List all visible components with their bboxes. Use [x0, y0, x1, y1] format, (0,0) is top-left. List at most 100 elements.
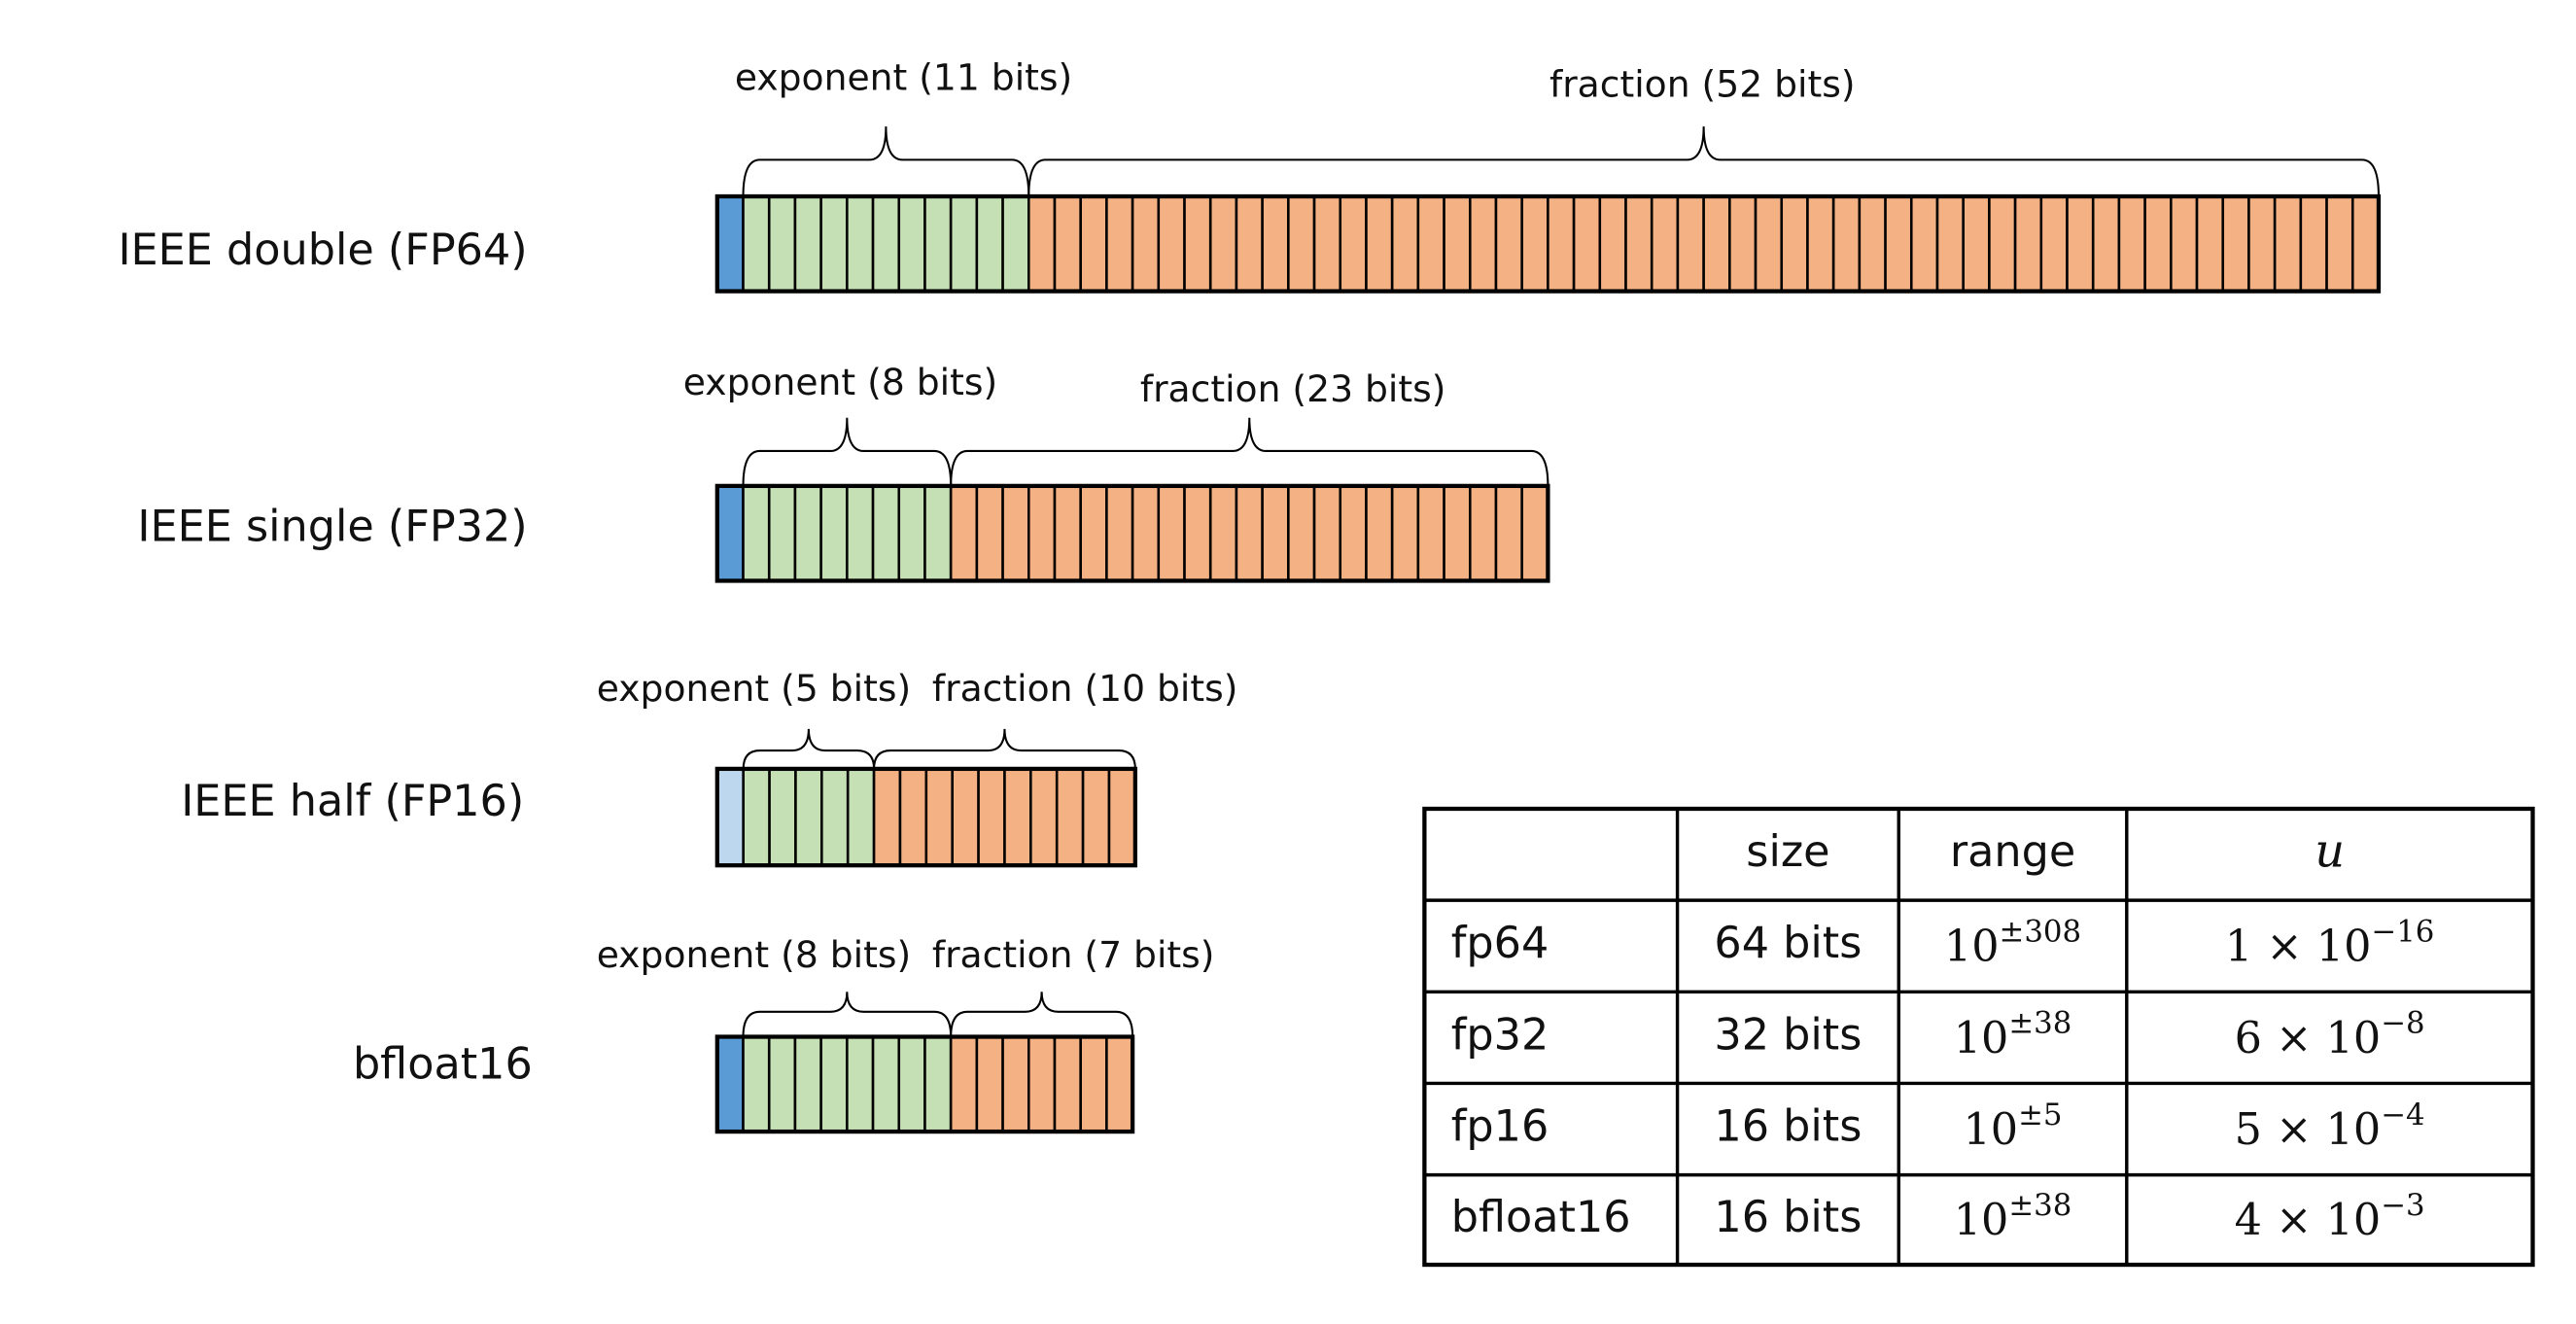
exponent-bit	[846, 194, 875, 293]
fraction-bit	[1105, 194, 1134, 293]
fraction-bit	[977, 767, 1006, 867]
bit-border	[714, 483, 1550, 583]
fraction-bit	[1547, 194, 1576, 293]
fraction-bit	[1157, 484, 1186, 582]
fraction-bit	[924, 767, 954, 867]
bit-border	[714, 193, 2382, 294]
fraction-bit	[1416, 194, 1445, 293]
fraction-bit	[1935, 194, 1965, 293]
exponent-bit	[768, 767, 797, 867]
exponent-bit	[846, 1035, 875, 1133]
table-header: size	[1746, 827, 1829, 877]
exponent-bit	[923, 484, 953, 582]
range-exp: ±5	[2018, 1097, 2062, 1132]
fraction-bit	[2350, 194, 2381, 293]
exponent-bit	[742, 484, 771, 582]
range-cell: 10±38	[1954, 1005, 2072, 1063]
fraction-bit	[1806, 194, 1835, 293]
fraction-label: fraction (23 bits)	[1140, 367, 1446, 410]
fraction-bit	[1261, 484, 1290, 582]
fraction-bit	[1520, 484, 1549, 582]
fraction-bit	[1053, 1035, 1082, 1133]
range-base: 10	[1964, 1104, 2019, 1154]
exponent-bit	[846, 767, 876, 867]
fraction-brace	[950, 992, 1134, 1037]
u-cell: 1 × 10−16	[2225, 914, 2435, 971]
fraction-bit	[2195, 194, 2225, 293]
range-base: 10	[1954, 1196, 2009, 1245]
fraction-brace	[873, 728, 1136, 769]
format-label: IEEE half (FP16)	[181, 777, 524, 826]
format-label: IEEE double (FP64)	[118, 226, 527, 275]
range-cell: 10±308	[1944, 914, 2081, 971]
fraction-bit	[1728, 194, 1758, 293]
fraction-bit	[2013, 194, 2043, 293]
exponent-bit	[767, 484, 797, 582]
fraction-bit	[975, 1035, 1004, 1133]
u-mantissa: 1 × 10	[2225, 922, 2372, 971]
fraction-label: fraction (10 bits)	[932, 667, 1238, 710]
exponent-label: exponent (8 bits)	[683, 361, 997, 403]
fraction-bit	[1520, 194, 1549, 293]
fraction-bit	[1183, 484, 1212, 582]
u-mantissa: 4 × 10	[2235, 1196, 2382, 1245]
fraction-bit	[1339, 484, 1368, 582]
fraction-bit	[1079, 194, 1108, 293]
size-cell: 32 bits	[1714, 1010, 1862, 1060]
fraction-bit	[1157, 194, 1186, 293]
exponent-label: exponent (11 bits)	[735, 56, 1072, 99]
fraction-bit	[1001, 1035, 1030, 1133]
fraction-bit	[2221, 194, 2250, 293]
u-cell: 6 × 10−8	[2235, 1005, 2425, 1063]
range-exp: ±308	[2000, 914, 2082, 949]
fraction-bit	[1494, 484, 1523, 582]
fraction-bit	[1443, 194, 1472, 293]
fraction-bit	[1287, 484, 1316, 582]
row-name: fp16	[1451, 1102, 1549, 1152]
u-mantissa: 5 × 10	[2235, 1104, 2382, 1154]
fraction-bit	[1079, 484, 1108, 582]
fraction-bit	[1858, 194, 1887, 293]
fraction-label: fraction (52 bits)	[1549, 63, 1856, 106]
fraction-bit	[2091, 194, 2121, 293]
fraction-bit	[1650, 194, 1680, 293]
row-name: fp32	[1451, 1010, 1549, 1060]
exponent-bit	[793, 484, 822, 582]
u-exp: −4	[2381, 1097, 2424, 1132]
fraction-bit	[1988, 194, 2017, 293]
fraction-bit	[1027, 1035, 1057, 1133]
fraction-bit	[2066, 194, 2095, 293]
u-mantissa: 6 × 10	[2235, 1013, 2382, 1063]
exponent-bit	[897, 484, 926, 582]
exponent-brace	[742, 728, 876, 769]
size-cell: 16 bits	[1714, 1193, 1862, 1242]
fraction-bit	[1029, 767, 1059, 867]
table-border	[1422, 806, 2535, 1268]
fraction-brace	[950, 417, 1549, 486]
format-label: IEEE single (FP32)	[137, 502, 527, 551]
u-exp: −8	[2381, 1005, 2424, 1040]
fraction-bit	[1468, 194, 1498, 293]
row-name: fp64	[1451, 919, 1549, 968]
sign-bit	[715, 194, 745, 293]
fraction-bit	[1754, 194, 1784, 293]
fraction-bit	[1780, 194, 1809, 293]
exponent-bit	[975, 194, 1004, 293]
fraction-bit	[2299, 194, 2328, 293]
fraction-bit	[1003, 767, 1032, 867]
exponent-bit	[819, 1035, 849, 1133]
fraction-bit	[1339, 194, 1368, 293]
table-header: u	[2315, 825, 2345, 879]
fraction-bit	[1027, 194, 1057, 293]
fraction-bit	[1079, 1035, 1108, 1133]
range-cell: 10±5	[1964, 1097, 2063, 1154]
fraction-bit	[1909, 194, 1939, 293]
fraction-bit	[1287, 194, 1316, 293]
fraction-bit	[2325, 194, 2354, 293]
fraction-bit	[1702, 194, 1731, 293]
sign-bit	[715, 767, 745, 867]
fraction-bit	[2143, 194, 2173, 293]
fraction-bit	[1001, 484, 1030, 582]
range-exp: ±38	[2008, 1005, 2071, 1040]
exponent-bit	[767, 194, 797, 293]
